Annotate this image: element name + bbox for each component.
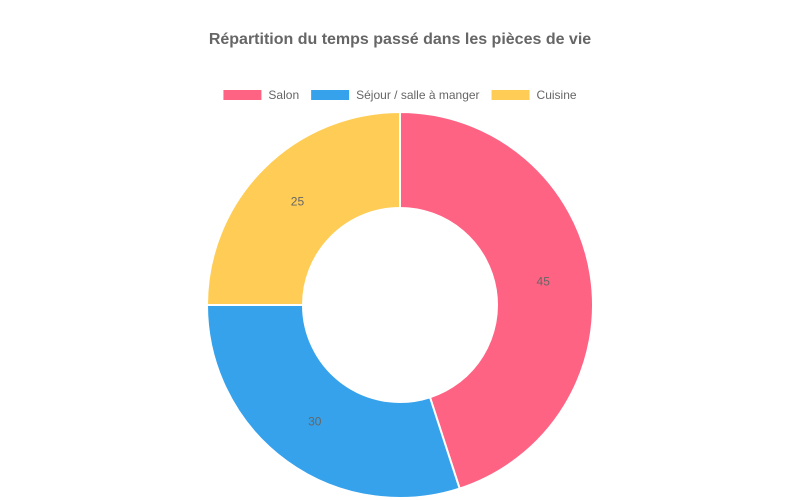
legend-label: Salon — [268, 88, 299, 102]
slice — [399, 110, 594, 490]
slice — [205, 304, 461, 499]
legend-label: Cuisine — [537, 88, 577, 102]
legend: Salon Séjour / salle à manger Cuisine — [223, 88, 577, 102]
legend-swatch — [491, 90, 530, 100]
legend-label: Séjour / salle à manger — [356, 88, 479, 102]
chart-title: Répartition du temps passé dans les pièc… — [209, 31, 591, 48]
data-label: 30 — [308, 414, 322, 428]
legend-swatch — [311, 90, 350, 100]
data-label: 45 — [537, 274, 551, 288]
legend-swatch — [223, 90, 262, 100]
data-label: 25 — [291, 195, 305, 209]
slice — [205, 110, 401, 306]
